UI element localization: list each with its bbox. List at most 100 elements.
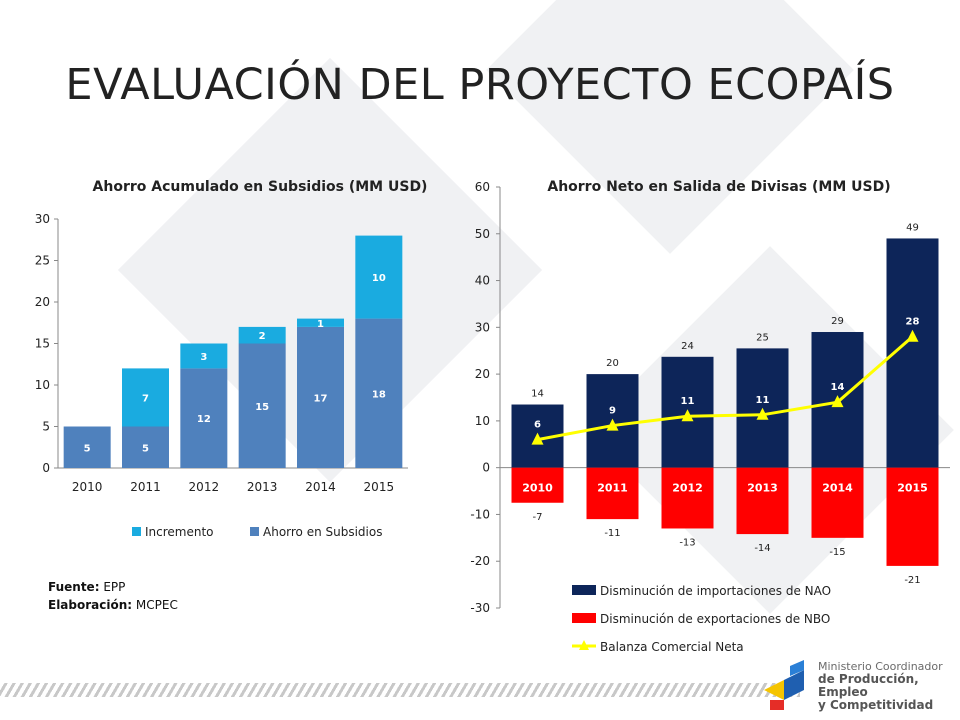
bar-exports bbox=[736, 467, 789, 535]
y-tick-label: 10 bbox=[35, 378, 50, 392]
footer-stripe bbox=[0, 683, 800, 697]
y-tick-label: 15 bbox=[35, 337, 50, 351]
x-tick-label: 2014 bbox=[822, 482, 853, 495]
prepared-label: Elaboración: bbox=[48, 598, 133, 612]
ministry-emblem-icon bbox=[764, 660, 804, 710]
data-label-balance: 11 bbox=[756, 395, 770, 406]
y-tick-label: 40 bbox=[475, 274, 490, 288]
y-tick-label: 10 bbox=[475, 414, 490, 428]
data-label-exports: -21 bbox=[904, 575, 920, 586]
x-tick-label: 2012 bbox=[672, 482, 703, 495]
page-title: EVALUACIÓN DEL PROYECTO ECOPAÍS bbox=[65, 60, 895, 110]
data-label-balance: 6 bbox=[534, 420, 541, 431]
bar-subsidy bbox=[63, 426, 111, 468]
bar-exports bbox=[511, 467, 564, 503]
data-label-subsidy: 18 bbox=[372, 389, 386, 400]
data-label-exports: -15 bbox=[829, 547, 845, 558]
x-tick-label: 2014 bbox=[305, 480, 336, 494]
data-label-subsidy: 12 bbox=[197, 414, 211, 425]
data-label-imports: 24 bbox=[681, 341, 694, 352]
legend-swatch-subsidy bbox=[250, 527, 259, 536]
chart-title: Ahorro Acumulado en Subsidios (MM USD) bbox=[93, 179, 428, 195]
source-note: Fuente: EPP Elaboración: MCPEC bbox=[48, 578, 178, 614]
data-label-imports: 29 bbox=[831, 316, 844, 327]
bar-increment bbox=[355, 235, 403, 319]
balance-point bbox=[831, 395, 844, 408]
source-label: Fuente: bbox=[48, 580, 100, 594]
legend-label-imports: Disminución de importaciones de NAO bbox=[600, 584, 831, 598]
data-label-exports: -13 bbox=[679, 537, 695, 548]
logo-line-1: Ministerio Coordinador bbox=[818, 660, 943, 673]
y-tick-label: 25 bbox=[35, 254, 50, 268]
data-label-increment: 10 bbox=[372, 273, 386, 284]
bar-exports bbox=[811, 467, 864, 538]
legend-swatch-balance-marker bbox=[579, 640, 589, 650]
bar-subsidy bbox=[122, 426, 169, 468]
legend-label-increment: Incremento bbox=[145, 525, 214, 539]
x-tick-label: 2012 bbox=[189, 480, 220, 494]
data-label-exports: -14 bbox=[754, 543, 770, 554]
balance-point bbox=[756, 407, 769, 420]
balance-point bbox=[906, 329, 919, 342]
chart-title: Ahorro Neto en Salida de Divisas (MM USD… bbox=[547, 179, 890, 195]
y-tick-label: 20 bbox=[35, 295, 50, 309]
bar-increment bbox=[180, 343, 228, 369]
bar-increment bbox=[297, 318, 344, 327]
net-currency-savings-chart: Ahorro Neto en Salida de Divisas (MM USD… bbox=[470, 179, 950, 654]
bar-increment bbox=[238, 326, 286, 344]
legend-swatch-imports bbox=[572, 585, 596, 595]
data-label-subsidy: 15 bbox=[255, 402, 269, 413]
data-label-exports: -7 bbox=[533, 512, 543, 523]
logo-line-2: de Producción, Empleo bbox=[818, 672, 919, 699]
legend-label-balance: Balanza Comercial Neta bbox=[600, 640, 744, 654]
y-tick-label: 60 bbox=[475, 180, 490, 194]
legend-label-subsidy: Ahorro en Subsidios bbox=[263, 525, 382, 539]
x-tick-label: 2010 bbox=[522, 482, 553, 495]
balance-point bbox=[681, 409, 694, 422]
bar-subsidy bbox=[238, 343, 286, 468]
legend-swatch-exports bbox=[572, 613, 596, 623]
data-label-exports: -11 bbox=[604, 528, 620, 539]
y-tick-label: 20 bbox=[475, 367, 490, 381]
y-tick-label: 5 bbox=[42, 420, 50, 434]
balance-line bbox=[537, 335, 914, 442]
data-label-increment: 1 bbox=[317, 319, 324, 330]
legend-swatch-increment bbox=[132, 527, 141, 536]
legend-label-exports: Disminución de exportaciones de NBO bbox=[600, 612, 830, 626]
bar-subsidy bbox=[355, 318, 403, 468]
data-label-imports: 49 bbox=[906, 222, 919, 233]
bar-subsidy bbox=[180, 368, 228, 468]
data-label-subsidy: 17 bbox=[314, 393, 328, 404]
ministry-logo: Ministerio Coordinador de Producción, Em… bbox=[760, 652, 960, 714]
y-tick-label: 30 bbox=[35, 212, 50, 226]
bar-increment bbox=[122, 368, 169, 427]
bar-subsidy bbox=[297, 326, 344, 468]
data-label-balance: 28 bbox=[906, 317, 920, 328]
data-label-increment: 3 bbox=[200, 352, 207, 363]
y-tick-label: -30 bbox=[470, 601, 490, 615]
bar-exports bbox=[886, 467, 939, 566]
y-tick-label: -20 bbox=[470, 554, 490, 568]
data-label-imports: 14 bbox=[531, 389, 544, 400]
x-tick-label: 2013 bbox=[247, 480, 278, 494]
data-label-increment: 7 bbox=[142, 393, 149, 404]
data-label-balance: 11 bbox=[681, 396, 695, 407]
logo-line-3: y Competitividad bbox=[818, 698, 934, 712]
x-tick-label: 2011 bbox=[130, 480, 161, 494]
data-label-balance: 9 bbox=[609, 406, 616, 417]
prepared-value: MCPEC bbox=[135, 598, 178, 612]
data-label-imports: 25 bbox=[756, 332, 769, 343]
y-tick-label: 0 bbox=[42, 461, 50, 475]
x-tick-label: 2015 bbox=[364, 480, 395, 494]
y-tick-label: -10 bbox=[470, 507, 490, 521]
data-label-balance: 14 bbox=[831, 382, 845, 393]
y-tick-label: 30 bbox=[475, 320, 490, 334]
bar-exports bbox=[586, 467, 639, 520]
subsidy-savings-chart: Ahorro Acumulado en Subsidios (MM USD) 0… bbox=[35, 179, 428, 539]
y-tick-label: 0 bbox=[482, 461, 490, 475]
y-tick-label: 50 bbox=[475, 227, 490, 241]
data-label-subsidy: 5 bbox=[84, 443, 91, 454]
data-label-imports: 20 bbox=[606, 358, 619, 369]
x-tick-label: 2013 bbox=[747, 482, 778, 495]
balance-point bbox=[531, 432, 544, 445]
